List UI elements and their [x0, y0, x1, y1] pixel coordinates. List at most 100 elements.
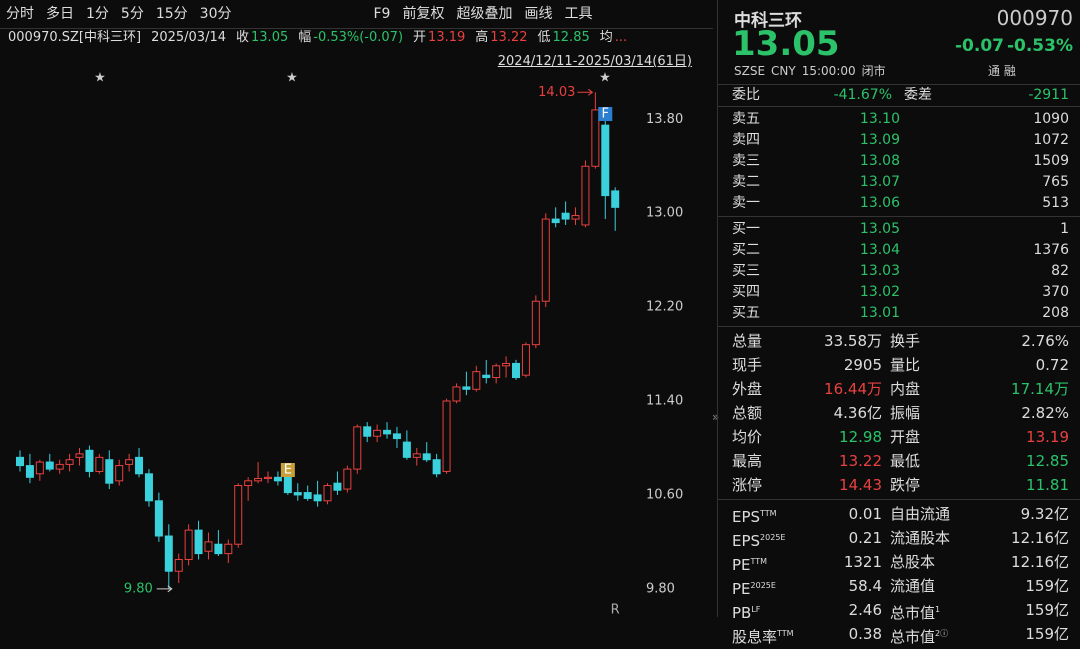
label: 流通股本: [890, 526, 970, 550]
candle-body: [303, 492, 312, 499]
cell: 2.82%: [1021, 404, 1069, 422]
cell: 2.46: [848, 601, 882, 619]
candle-body: [204, 541, 213, 552]
cell: 58.4: [848, 577, 882, 595]
star-icon: ★: [94, 71, 106, 86]
candle-body: [521, 344, 530, 376]
tool-button[interactable]: 工具: [564, 6, 593, 22]
candle-body: [224, 543, 233, 555]
cell: 13.22: [839, 452, 882, 470]
cell: 换手: [890, 332, 921, 350]
period-tab[interactable]: 分时: [6, 6, 34, 22]
fundamentals: EPSTTM 0.01 自由流通 9.32亿 EPS2025E 0.21 流通股本 12.16…: [718, 500, 1080, 648]
cell: 14.43: [839, 476, 882, 494]
period-tab[interactable]: 多日: [46, 6, 74, 22]
candle-body: [313, 494, 322, 502]
cell: -41.67%: [833, 87, 892, 103]
label-text: 总股本: [890, 553, 936, 571]
label-text: EPS: [732, 532, 761, 550]
tool-button[interactable]: 前复权: [402, 6, 445, 22]
quote-close-label: 收: [236, 30, 250, 45]
cell: 2.76%: [1021, 332, 1069, 350]
quote-code: 000970.SZ[中科三环]: [8, 30, 142, 45]
order-row: 卖三 13.08 1509: [718, 151, 1080, 172]
cell: 涨停: [732, 476, 763, 494]
cell: 外盘: [732, 380, 763, 398]
label: EPSTTM: [732, 502, 812, 526]
tool-button[interactable]: 画线: [524, 6, 553, 22]
candle-body: [273, 476, 282, 482]
candle-body: [65, 459, 74, 465]
label-text: PB: [732, 604, 752, 622]
cell: 13.07: [859, 174, 900, 190]
tool-button[interactable]: 超级叠加: [456, 6, 513, 22]
cell: 0.21: [848, 529, 882, 547]
cell: 4.36亿: [833, 404, 882, 422]
candle-body: [244, 480, 253, 487]
asks-book: 卖五 13.10 1090 卖四 13.09 1072 卖三 13.08 1509 卖二 13.07…: [718, 107, 1080, 217]
cell: 量比: [890, 356, 921, 374]
candle-body: [472, 371, 481, 390]
cell: 765: [1042, 174, 1069, 190]
stat-row: 现手 2905 量比 0.72: [718, 353, 1080, 377]
candle-body: [591, 109, 600, 167]
label-sup: 1: [935, 605, 941, 614]
order-row: 卖四 13.09 1072: [718, 130, 1080, 151]
quote-date: 2025/03/14: [151, 30, 226, 45]
label: 总市值1: [890, 598, 970, 622]
tool-button[interactable]: F9: [373, 6, 391, 22]
order-row: 卖五 13.10 1090: [718, 109, 1080, 130]
y-tick-label: 10.60: [646, 487, 683, 502]
candle-body: [234, 485, 243, 545]
cell: 买五: [732, 305, 760, 321]
cell: 现手: [732, 356, 763, 374]
y-tick-label: 13.00: [646, 206, 683, 221]
period-tab[interactable]: 1分: [86, 6, 109, 22]
period-tab[interactable]: 5分: [120, 6, 144, 22]
cell: 买三: [732, 263, 760, 279]
change: -0.07: [955, 36, 1004, 56]
candle-body: [482, 374, 491, 379]
candle-body: [214, 543, 223, 555]
order-row: 买四 13.02 370: [718, 282, 1080, 303]
cell: 13.10: [859, 111, 900, 127]
label-sup: LF: [751, 605, 761, 614]
event-marker: E: [284, 463, 292, 478]
cell: 16.44万: [824, 380, 882, 398]
cell: 1509: [1033, 153, 1069, 169]
cell: 13.06: [859, 195, 900, 211]
candle-body: [373, 429, 382, 437]
date-range[interactable]: 2024/12/11-2025/03/14(61日): [497, 54, 692, 69]
cell: 33.58万: [824, 332, 882, 350]
candle-body: [432, 459, 441, 475]
fund-row: PE2025E 58.4 流通值 159亿: [718, 574, 1080, 598]
candle-body: [164, 535, 173, 572]
cell: 买二: [732, 242, 760, 258]
cell: 13.03: [859, 263, 900, 279]
period-tab[interactable]: 15分: [155, 6, 188, 22]
candle-body: [402, 441, 411, 458]
star-icon: ★: [286, 71, 298, 86]
cell: 1376: [1033, 242, 1069, 258]
stats: 总量 33.58万 换手 2.76% 现手 2905 量比 0.72 外盘 16.44万 内盘 17.…: [718, 327, 1080, 500]
candle-body: [571, 215, 580, 220]
star-icon: ★: [599, 71, 611, 86]
cell: 1321: [843, 553, 882, 571]
label-sup: 2025E: [760, 533, 786, 542]
label-sup: TTM: [750, 557, 768, 566]
candle-body: [144, 473, 153, 502]
label: 流通值: [890, 574, 970, 598]
cell: 159亿: [1025, 601, 1069, 619]
order-row: 买一 13.05 1: [718, 219, 1080, 240]
candle-body: [502, 362, 511, 367]
period-tab[interactable]: 30分: [199, 6, 232, 22]
candle-body: [492, 365, 501, 379]
candle-body: [125, 459, 134, 465]
label: 股息率TTM: [732, 622, 812, 646]
candle-body: [551, 218, 560, 224]
fund-row: PETTM 1321 总股本 12.16亿: [718, 550, 1080, 574]
expand-button[interactable]: »: [712, 410, 720, 424]
candle-body: [392, 433, 401, 440]
stat-row: 最高 13.22 最低 12.85: [718, 449, 1080, 473]
